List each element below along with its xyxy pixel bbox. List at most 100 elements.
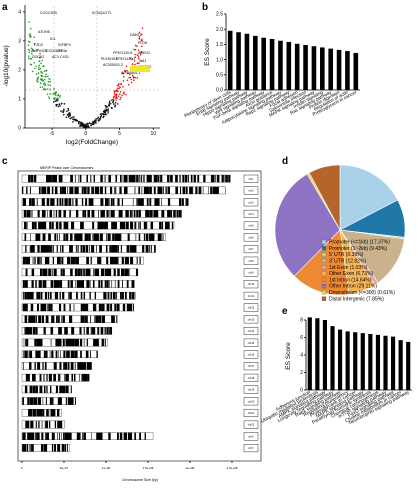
chrom-peak	[84, 315, 87, 323]
chrom-peak	[64, 432, 67, 440]
volcano-point	[67, 116, 70, 118]
volcano-point	[110, 106, 113, 109]
chrom-peak	[51, 175, 52, 183]
chrom-peak	[40, 268, 42, 276]
chrom-peak	[93, 175, 95, 183]
chrom-peak	[148, 198, 150, 206]
chrom-peak	[29, 444, 31, 452]
chrom-legend-label: chr15	[248, 341, 255, 345]
volcano-x-tick-label: 0	[84, 131, 87, 137]
volcano-point	[67, 107, 69, 110]
volcano-point	[122, 76, 125, 78]
chrom-peak	[97, 432, 101, 440]
chrom-peak	[167, 198, 171, 206]
volcano-point	[90, 122, 93, 125]
chrom-peak	[59, 327, 62, 335]
chrom-peak	[89, 292, 91, 300]
chrom-peak	[138, 221, 140, 230]
chrom-peak	[82, 221, 84, 230]
chrom-peak	[57, 409, 60, 417]
volcano-point	[120, 83, 123, 86]
chrom-peak	[125, 175, 128, 183]
chrom-peak	[51, 221, 54, 230]
chrom-peak	[160, 175, 163, 183]
volcano-gene-label-up: FP671120.7	[116, 57, 135, 61]
volcano-point	[31, 70, 34, 73]
chrom-peak	[85, 374, 88, 382]
chrom-peak	[70, 350, 73, 358]
bar	[294, 43, 300, 90]
chrom-peak	[40, 444, 42, 452]
chrom-peak	[80, 280, 83, 288]
chrom-peak	[33, 397, 36, 405]
volcano-point	[104, 112, 107, 114]
volcano-point	[53, 92, 56, 94]
chrom-peak	[86, 338, 88, 347]
volcano-point	[62, 109, 65, 112]
volcano-point	[35, 73, 38, 75]
chrom-peak	[114, 303, 116, 312]
chrom-peak	[126, 280, 129, 288]
chrom-peak	[59, 385, 63, 394]
panel-label-c: c	[2, 156, 8, 167]
chrom-peak	[121, 198, 123, 206]
volcano-point	[133, 60, 136, 62]
chrom-peak	[59, 186, 62, 194]
chrom-peak	[68, 292, 70, 300]
chrom-peak	[66, 385, 69, 394]
chrom-peak	[145, 186, 148, 194]
volcano-point	[116, 87, 119, 90]
chrom-legend-box	[243, 280, 259, 289]
chrom-peak	[139, 432, 142, 440]
chrom-peak	[106, 303, 108, 312]
chrom-peak	[63, 362, 65, 370]
chrom-peak	[50, 409, 53, 417]
chrom-peak	[107, 303, 110, 312]
volcano-point	[46, 93, 49, 96]
chrom-peak	[127, 432, 131, 440]
chrom-peak	[49, 350, 51, 358]
volcano-point	[124, 70, 127, 73]
volcano-point	[28, 21, 30, 23]
volcano-point	[114, 101, 117, 104]
volcano-gene-label-up: KCNQ1OT1	[92, 11, 111, 15]
chrom-peak	[24, 198, 26, 206]
volcano-point	[41, 72, 44, 75]
volcano-point	[114, 104, 116, 107]
chrom-peak	[146, 221, 148, 230]
chrom-peak	[117, 432, 119, 440]
volcano-point	[61, 111, 64, 113]
volcano-point	[42, 88, 45, 91]
chrom-peak	[129, 432, 132, 440]
chrom-peak	[61, 198, 64, 206]
chrom-peak	[55, 186, 56, 194]
chrom-peak	[110, 303, 113, 312]
chrom-peak	[63, 221, 67, 230]
volcano-point	[33, 42, 36, 45]
chrom-peak	[85, 245, 89, 253]
chrom-peak	[108, 280, 110, 288]
chrom-peak	[95, 268, 99, 276]
chrom-peak	[34, 175, 37, 183]
volcano-gene-label-up: DANT2	[130, 33, 142, 37]
chrom-peak	[24, 233, 27, 241]
volcano-point	[103, 115, 105, 117]
chrom-peak	[31, 175, 33, 183]
chrom-peak	[216, 186, 219, 194]
chrom-peak	[116, 233, 120, 241]
chrom-peak	[69, 256, 70, 265]
chrom-peak	[32, 374, 34, 382]
chrom-peak	[49, 245, 52, 253]
volcano-gene-label-down: IC1	[50, 37, 56, 41]
chrom-peak	[44, 362, 47, 370]
chrom-peak	[85, 210, 86, 218]
volcano-point	[126, 79, 129, 82]
chrom-peak	[162, 233, 164, 241]
volcano-gene-label-up: TH11	[138, 59, 147, 63]
chrom-peak	[43, 198, 45, 206]
chrom-peak	[59, 374, 61, 382]
volcano-point	[49, 88, 51, 91]
chrom-peak	[103, 292, 106, 300]
chrom-peak	[142, 245, 145, 253]
volcano-y-tick-label: 1	[18, 97, 21, 103]
